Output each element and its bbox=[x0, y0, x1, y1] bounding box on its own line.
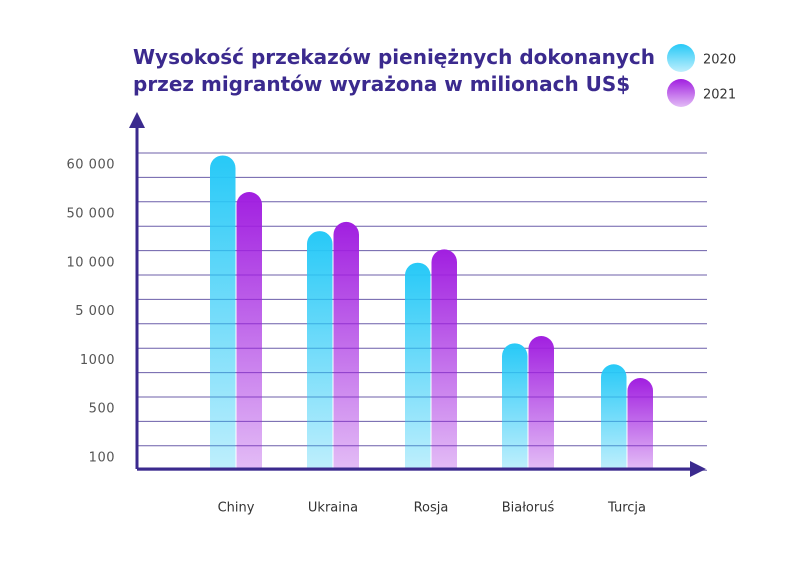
y-tick-label: 50 000 bbox=[67, 207, 116, 222]
x-tick-label: Białoruś bbox=[502, 501, 555, 516]
legend-label: 2020 bbox=[703, 53, 736, 68]
y-axis-arrow bbox=[129, 112, 145, 128]
bar bbox=[210, 155, 236, 469]
bar bbox=[405, 262, 431, 469]
bar bbox=[236, 192, 262, 470]
bar bbox=[502, 343, 528, 469]
bar bbox=[528, 336, 554, 469]
bar bbox=[627, 377, 653, 469]
bar bbox=[431, 249, 457, 469]
bar bbox=[333, 221, 359, 469]
y-tick-label: 5 000 bbox=[75, 304, 115, 319]
y-tick-label: 500 bbox=[89, 402, 115, 417]
legend-marker bbox=[667, 44, 695, 72]
x-tick-label: Turcja bbox=[607, 501, 646, 516]
legend-label: 2021 bbox=[703, 88, 736, 103]
chart-title: przez migrantów wyrażona w milionach US$ bbox=[133, 72, 630, 96]
x-tick-label: Ukraina bbox=[308, 501, 358, 516]
y-tick-label: 100 bbox=[89, 451, 115, 466]
x-tick-label: Rosja bbox=[414, 501, 449, 516]
y-tick-label: 60 000 bbox=[67, 158, 116, 173]
x-axis-arrow bbox=[690, 461, 706, 477]
bar bbox=[307, 231, 333, 469]
chart-title: Wysokość przekazów pieniężnych dokonanyc… bbox=[133, 45, 655, 69]
x-tick-label: Chiny bbox=[218, 501, 255, 516]
legend-marker bbox=[667, 79, 695, 107]
y-tick-label: 10 000 bbox=[67, 255, 116, 270]
y-tick-label: 1000 bbox=[80, 353, 115, 368]
bar bbox=[601, 364, 627, 469]
